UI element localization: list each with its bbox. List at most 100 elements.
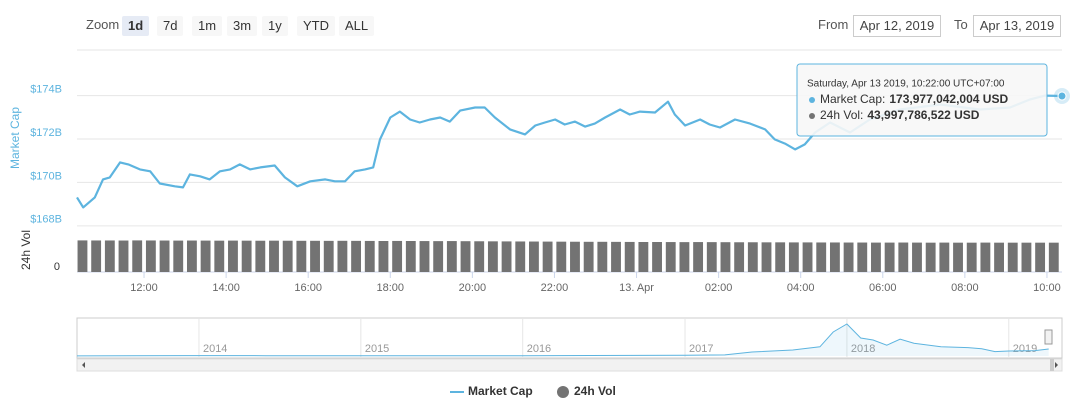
point-marker (1057, 91, 1067, 101)
from-input[interactable]: Apr 12, 2019 (853, 15, 941, 37)
tooltip-value: 173,977,042,004 USD (889, 92, 1008, 106)
range-button[interactable]: 1d (122, 16, 150, 36)
volume-bar (734, 242, 745, 272)
x-tick-label: 20:00 (459, 282, 487, 294)
volume-bar (912, 242, 922, 272)
volume-bar (145, 240, 156, 272)
volume-bar (665, 242, 676, 272)
volume-bar (542, 241, 553, 272)
volume-bar (638, 242, 649, 272)
volume-bar (269, 240, 279, 272)
volume-bar (583, 241, 594, 272)
volume-bar (132, 240, 143, 272)
tooltip-item: 24h Vol: 43,997,786,522 USD (820, 108, 980, 122)
navigator-tick-label: 2019 (1013, 343, 1037, 355)
volume-bar (884, 242, 895, 272)
tooltip-dot (809, 113, 815, 119)
y-tick-label: $172B (30, 127, 62, 139)
tooltip-label: 24h Vol: (820, 108, 863, 122)
range-button[interactable]: ALL (339, 16, 375, 36)
navigator-tick-label: 2018 (851, 343, 875, 355)
volume-bar (405, 241, 416, 272)
x-tick-label: 14:00 (212, 282, 240, 294)
volume-bar (953, 242, 963, 272)
range-button[interactable]: 1m (192, 16, 223, 36)
from-label: From (818, 17, 849, 32)
volume-bar (173, 240, 184, 272)
scrollbar-thumb[interactable] (1050, 359, 1054, 371)
volume-bar (501, 241, 512, 272)
volume-bar (323, 240, 334, 272)
x-tick-label: 02:00 (705, 282, 733, 294)
volume-bar (925, 242, 936, 272)
volume-bar (761, 242, 772, 272)
volume-bar (788, 242, 799, 272)
range-button[interactable]: 7d (157, 16, 184, 36)
volume-bar (228, 240, 238, 272)
navigator-line (76, 323, 1049, 357)
volume-bar (775, 242, 786, 272)
scroll-left[interactable] (82, 362, 85, 368)
volume-bar (214, 240, 225, 272)
tooltip-dot (809, 97, 815, 103)
volume-bar (296, 240, 307, 272)
volume-bar (556, 241, 567, 272)
volume-bar (310, 240, 320, 272)
volume-bar (282, 240, 293, 272)
y2-tick-label: 0 (54, 261, 60, 273)
volume-bar (980, 242, 991, 272)
volume-bar (460, 241, 471, 272)
volume-bar (747, 242, 758, 272)
volume-bar (1035, 242, 1046, 272)
legend-label: Market Cap (468, 384, 533, 398)
volume-bar (597, 241, 608, 272)
volume-bar (843, 242, 854, 272)
volume-bar (392, 240, 403, 272)
volume-bar (487, 241, 498, 272)
volume-bar (186, 240, 197, 272)
volume-bar (118, 240, 129, 272)
y-axis-title: Market Cap (8, 107, 22, 169)
navigator-frame (76, 317, 1063, 359)
to-input[interactable]: Apr 13, 2019 (973, 15, 1061, 37)
volume-bar (515, 241, 526, 272)
range-button[interactable]: 3m (227, 16, 258, 36)
legend-label: 24h Vol (574, 384, 616, 398)
y2-axis-title: 24h Vol (19, 230, 33, 270)
volume-bar (570, 241, 580, 272)
volume-bar (720, 242, 731, 272)
x-tick-label: 18:00 (377, 282, 405, 294)
volume-bar (1021, 242, 1032, 272)
volume-bar (898, 242, 909, 272)
volume-bar (679, 242, 690, 272)
volume-bar (624, 241, 635, 272)
y-tick-label: $170B (30, 170, 62, 182)
scroll-right[interactable] (1055, 362, 1058, 368)
x-tick-label: 08:00 (951, 282, 979, 294)
volume-bar (255, 240, 266, 272)
tooltip-title: Saturday, Apr 13 2019, 10:22:00 UTC+07:0… (807, 79, 1005, 90)
volume-bar (77, 240, 88, 272)
volume-bar (337, 240, 348, 272)
volume-bar (611, 241, 621, 272)
range-button[interactable]: 1y (262, 16, 288, 36)
volume-bar (966, 242, 977, 272)
scrollbar[interactable] (76, 358, 1063, 372)
volume-bar (1007, 242, 1018, 272)
range-button[interactable]: YTD (297, 16, 335, 36)
navigator-tick-label: 2015 (365, 343, 389, 355)
volume-bar (474, 241, 485, 272)
volume-bar (939, 242, 950, 272)
y-tick-label: $174B (30, 83, 62, 95)
volume-bar (994, 242, 1004, 272)
y-tick-label: $168B (30, 214, 62, 226)
navigator-handle[interactable] (1044, 329, 1053, 345)
volume-bar (91, 240, 102, 272)
volume-bar (857, 242, 868, 272)
x-tick-label: 06:00 (869, 282, 897, 294)
volume-bar (419, 241, 430, 272)
x-tick-label: 22:00 (541, 282, 569, 294)
legend-swatch (557, 386, 569, 398)
tooltip-box (796, 63, 1048, 137)
